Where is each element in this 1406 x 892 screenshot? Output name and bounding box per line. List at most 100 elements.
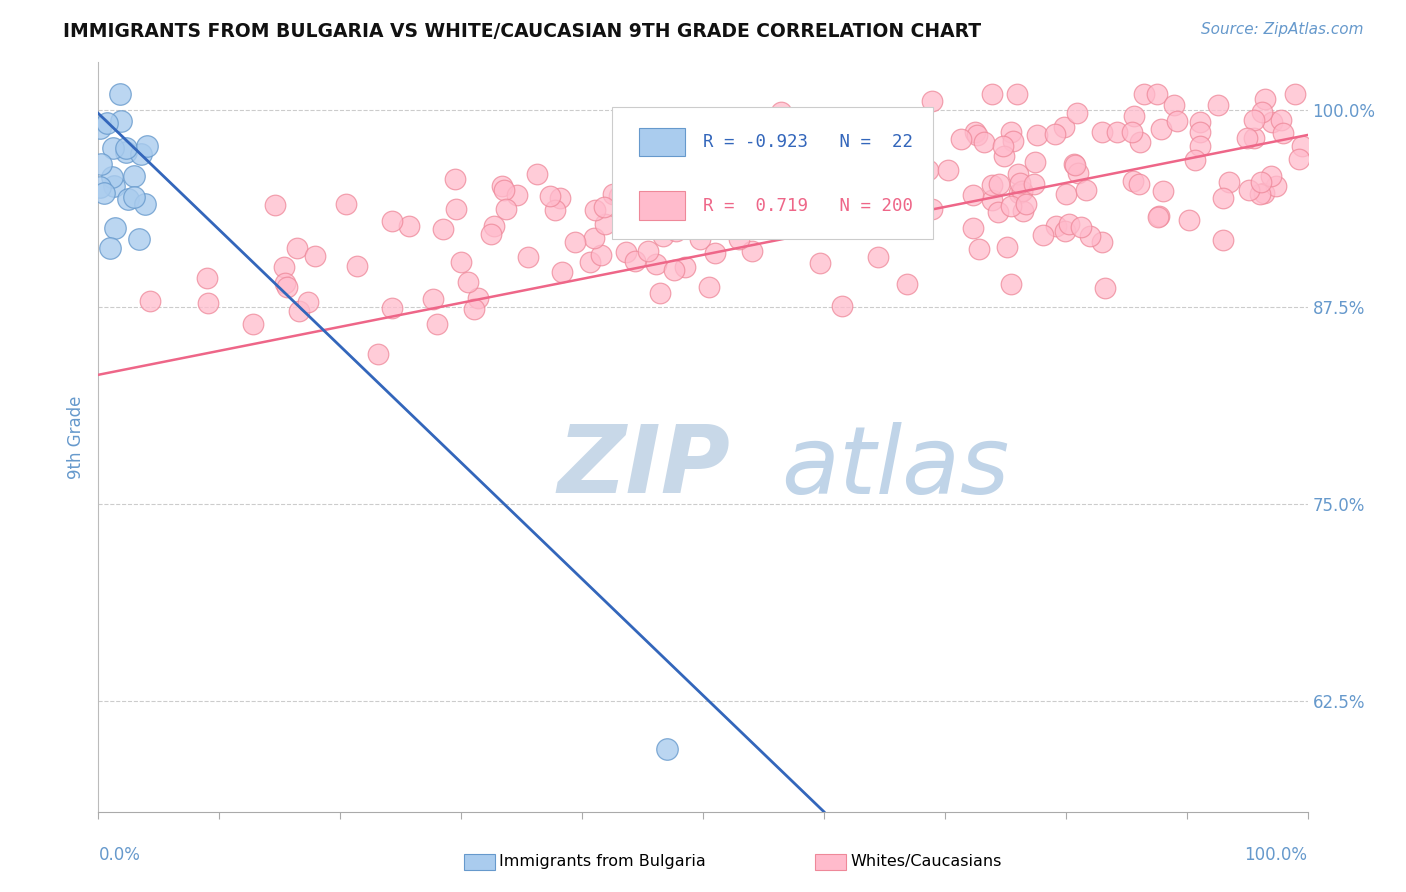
Point [965,125,987,139]
Point [1105,125,1128,139]
Point [367,346,389,360]
Point [1178,213,1201,227]
Point [745,181,768,195]
Point [432,222,454,236]
Point [848,153,870,168]
Point [962,220,984,235]
Point [93,186,115,201]
Point [1032,227,1054,242]
Point [548,191,571,205]
Point [654,208,676,222]
Point [602,187,624,202]
Point [987,178,1010,192]
Point [714,124,737,138]
Point [1212,191,1234,205]
Text: Source: ZipAtlas.com: Source: ZipAtlas.com [1201,22,1364,37]
FancyBboxPatch shape [613,107,932,238]
Point [1008,176,1031,190]
Bar [638,128,685,156]
Point [1094,281,1116,295]
Point [1147,210,1170,224]
Point [346,259,368,273]
Point [733,197,755,211]
Text: Whites/Caucasians: Whites/Caucasians [851,855,1002,869]
Point [1243,131,1265,145]
Point [1184,153,1206,167]
Point [1188,125,1211,139]
Point [1024,154,1046,169]
Point [823,164,845,178]
Point [1152,184,1174,198]
Point [1053,223,1076,237]
Point [1284,87,1306,101]
Point [1260,169,1282,183]
Point [1026,128,1049,142]
Point [1272,126,1295,140]
Point [699,279,721,293]
Point [450,255,472,269]
Point [544,203,567,218]
Point [1008,186,1031,200]
Point [526,168,548,182]
Point [673,260,696,274]
Point [276,280,298,294]
Point [1291,139,1313,153]
Point [987,204,1010,219]
Point [1059,217,1081,231]
Point [1212,233,1234,247]
Point [921,95,943,109]
Point [1091,235,1114,249]
Point [637,244,659,258]
Point [607,188,630,202]
Point [872,157,894,171]
Point [444,202,467,216]
Point [1078,229,1101,244]
Point [624,254,647,268]
Point [1002,134,1025,148]
Point [98,241,121,255]
Point [1007,167,1029,181]
Point [1070,220,1092,235]
Point [1074,183,1097,197]
Point [517,250,540,264]
Point [117,192,139,206]
Point [665,224,688,238]
Point [1067,166,1090,180]
Point [1218,175,1240,189]
Point [724,194,747,209]
Point [89,121,111,136]
Point [1053,120,1076,134]
Point [980,87,1002,101]
Point [591,247,613,261]
Point [1011,184,1033,198]
Point [381,301,404,315]
Point [1015,197,1038,211]
Point [1043,127,1066,141]
Point [398,219,420,233]
Point [662,263,685,277]
Point [1166,113,1188,128]
Point [1288,153,1310,167]
Point [129,147,152,161]
Point [1243,112,1265,127]
Point [135,139,157,153]
Point [103,179,125,194]
Point [766,187,789,202]
Point [737,201,759,215]
Point [115,141,138,155]
Point [288,303,311,318]
Point [868,251,890,265]
Point [834,150,856,164]
Point [981,193,1004,207]
Point [768,173,790,187]
Point [830,186,852,200]
Point [422,293,444,307]
Point [905,217,928,231]
Point [242,317,264,331]
Text: Immigrants from Bulgaria: Immigrants from Bulgaria [499,855,706,869]
Point [134,197,156,211]
Point [1253,186,1275,200]
Point [197,295,219,310]
Y-axis label: 9th Grade: 9th Grade [67,395,86,479]
Point [704,246,727,260]
